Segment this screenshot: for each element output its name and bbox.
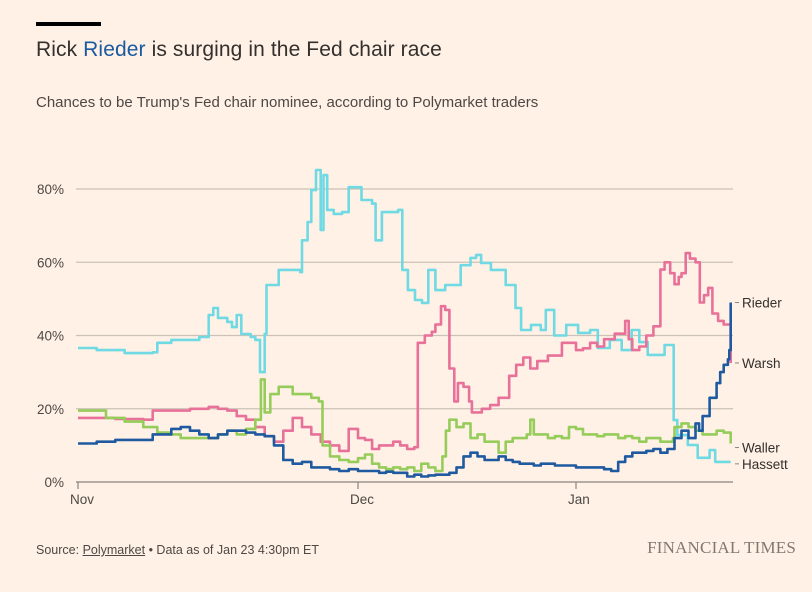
x-axis: Nov Dec Jan	[70, 481, 733, 507]
end-label-hassett: Hassett	[742, 457, 788, 472]
footer-source: Source: Polymarket • Data as of Jan 23 4…	[36, 543, 319, 557]
series-line-waller	[78, 378, 732, 473]
title-prefix: Rick	[36, 38, 84, 61]
footer-separator: •	[145, 543, 157, 557]
title-accent-bar	[36, 22, 101, 26]
chart-subtitle: Chances to be Trump's Fed chair nominee,…	[36, 94, 539, 111]
end-label-rieder: Rieder	[742, 296, 782, 311]
y-tick-label: 0%	[44, 475, 64, 490]
end-label-warsh: Warsh	[742, 356, 781, 371]
series-line-hassett	[78, 168, 731, 464]
y-tick-label: 80%	[37, 182, 64, 197]
gridlines	[76, 188, 733, 410]
series-line-warsh	[78, 251, 732, 453]
source-link[interactable]: Polymarket	[82, 543, 146, 557]
x-tick-label: Dec	[350, 492, 374, 507]
ft-logo: FINANCIAL TIMES	[647, 538, 796, 557]
chart-title: Rick Rieder is surging in the Fed chair …	[36, 38, 442, 62]
series-line-rieder	[78, 302, 732, 478]
y-axis-ticks: 0% 20% 40% 60% 80%	[37, 182, 64, 490]
y-tick-label: 20%	[37, 402, 64, 417]
x-tick-label: Jan	[568, 492, 590, 507]
end-label-waller: Waller	[742, 441, 780, 456]
source-label: Source:	[36, 543, 83, 557]
x-tick-label: Nov	[70, 492, 94, 507]
y-tick-label: 40%	[37, 329, 64, 344]
title-highlight: Rieder	[83, 38, 146, 61]
data-note: Data as of Jan 23 4:30pm ET	[156, 543, 320, 557]
series-lines	[78, 168, 732, 478]
y-tick-label: 60%	[37, 255, 64, 270]
title-suffix: is surging in the Fed chair race	[145, 38, 442, 61]
end-labels: Hassett Warsh Waller Rieder	[735, 296, 788, 472]
